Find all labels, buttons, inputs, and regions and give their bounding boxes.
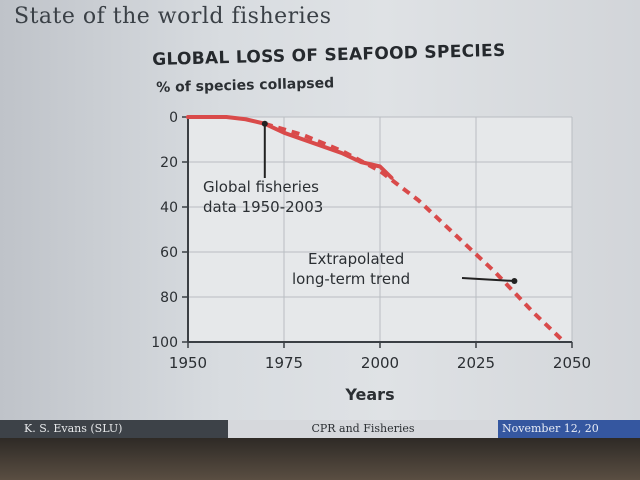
- footer-bar: K. S. Evans (SLU) CPR and Fisheries Nove…: [0, 420, 640, 438]
- y-tick-label: 60: [160, 245, 178, 261]
- series-line-extrapolated: [264, 121, 566, 344]
- annotation-leader-line: [461, 277, 515, 282]
- projector-frame: [0, 438, 640, 480]
- y-tick-label: 20: [160, 155, 178, 171]
- slide: State of the world fisheries GLOBAL LOSS…: [0, 0, 640, 420]
- annotation-label: long-term trend: [292, 270, 410, 288]
- chart: 0 20 40 60 80 100 1950 1975 2000 2025 2050 Years Glo…: [151, 110, 591, 404]
- annotation-point: [511, 278, 518, 284]
- x-tick-label: 2000: [361, 354, 399, 372]
- x-axis-label: Years: [344, 385, 394, 404]
- series-line-observed: [186, 115, 394, 180]
- footer-title: CPR and Fisheries: [228, 420, 498, 438]
- x-tick-label: 2025: [457, 354, 495, 372]
- x-tick-label: 2050: [553, 354, 591, 372]
- footer-date: November 12, 20: [498, 420, 640, 438]
- annotation-label: Extrapolated: [308, 250, 404, 268]
- slide-title: State of the world fisheries: [14, 4, 332, 29]
- y-tick-label: 100: [151, 335, 178, 351]
- plot-area: 0 20 40 60 80 100 1950 1975 2000 2025 2050 Years Glo…: [151, 110, 591, 404]
- y-tick-label: 40: [160, 200, 178, 216]
- y-tick-label: 0: [169, 110, 178, 126]
- y-tick-label: 80: [160, 290, 178, 306]
- footer-author: K. S. Evans (SLU): [0, 420, 228, 438]
- x-tick-label: 1975: [265, 354, 303, 372]
- x-tick-label: 1950: [169, 354, 207, 372]
- annotation-label: Global fisheries: [203, 178, 319, 196]
- annotation-label: data 1950-2003: [203, 198, 323, 216]
